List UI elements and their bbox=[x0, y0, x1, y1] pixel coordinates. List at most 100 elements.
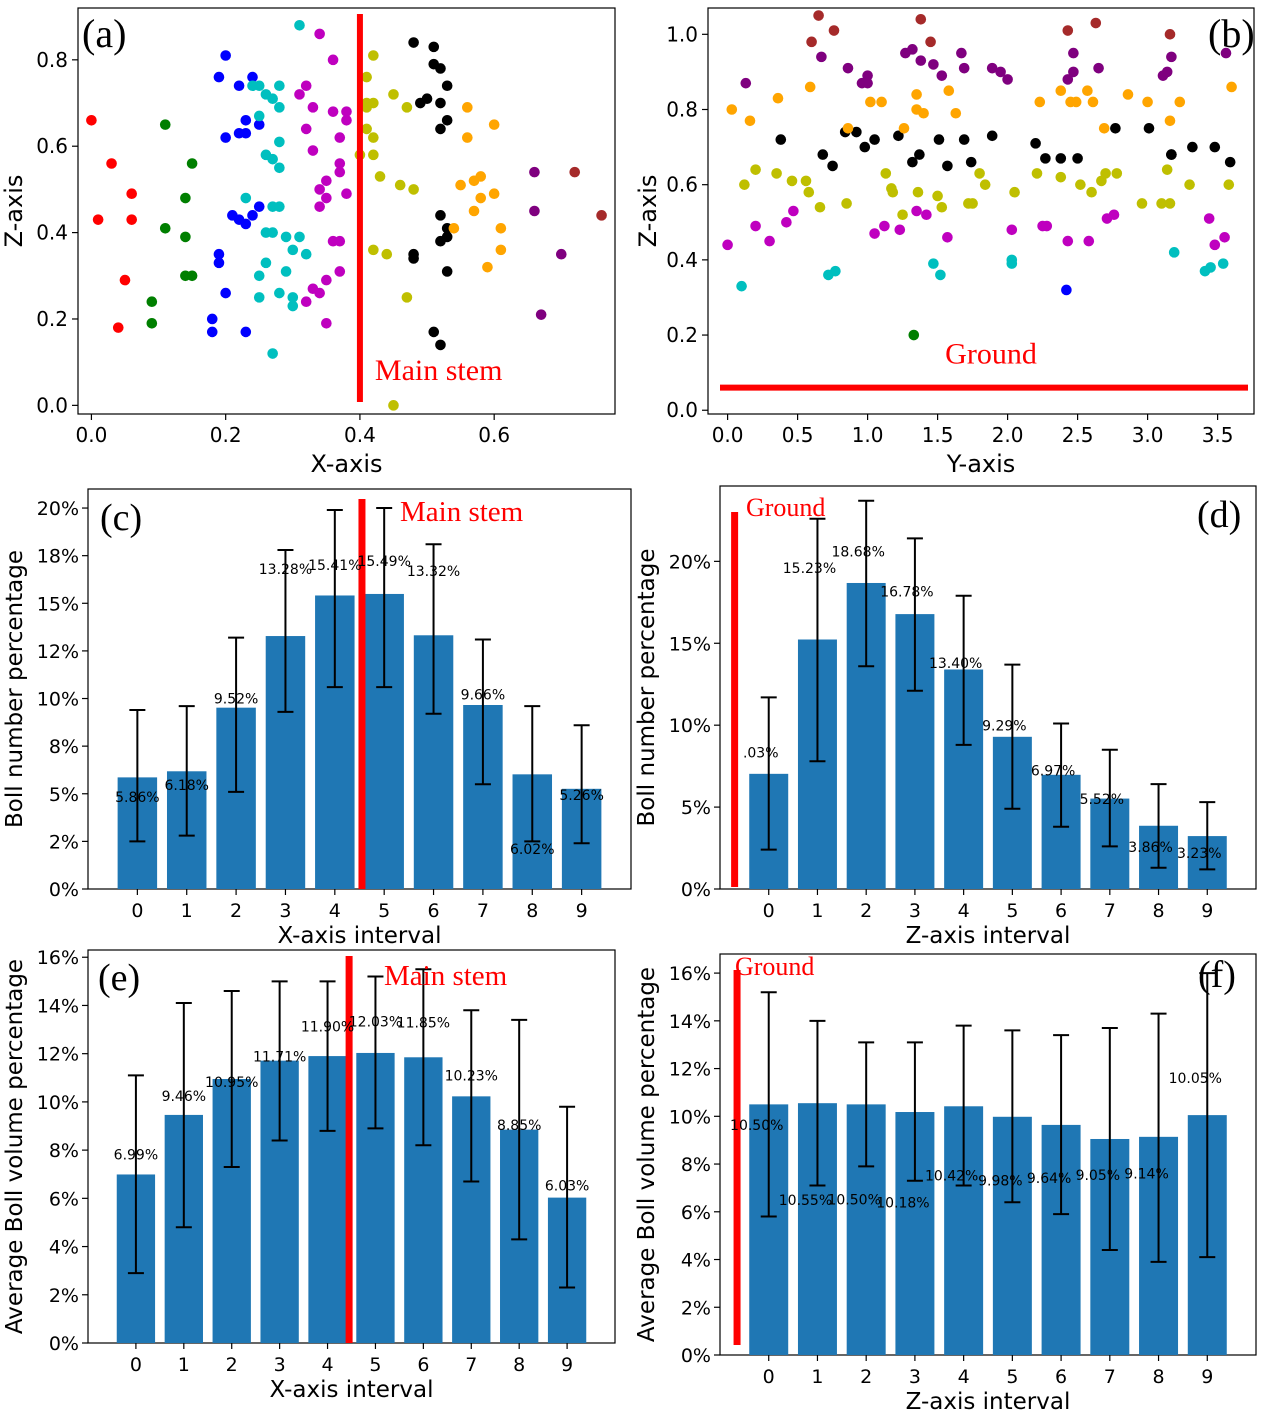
x-tick-label-c: 4 bbox=[329, 900, 341, 922]
scatter-point-green bbox=[186, 158, 198, 169]
scatter-point-cyan bbox=[274, 287, 285, 299]
y-tick-label-c: 0% bbox=[49, 879, 79, 901]
plot-frame-a bbox=[77, 7, 616, 415]
y-tick-label-c: 12% bbox=[37, 641, 79, 663]
scatter-point-black bbox=[408, 253, 419, 264]
data-label-c: 5.26% bbox=[559, 788, 603, 804]
panel-e-bar-boll-volume-x: 0% 2% 4% 6% 8% 10% 12% 14% 16% 0 1 2 3 4 5 6 7 8 9 6.99% 9.4… bbox=[2, 947, 616, 1403]
scatter-point-black bbox=[1030, 138, 1041, 149]
scatter-point-olive bbox=[912, 186, 924, 198]
y-tick-label-e: 8% bbox=[49, 1140, 79, 1162]
x-tick-label-e: 4 bbox=[321, 1354, 333, 1376]
scatter-point-purple bbox=[915, 55, 927, 66]
scatter-point-black bbox=[1110, 122, 1121, 134]
scatter-point-magenta bbox=[334, 158, 346, 169]
data-label-e: 11.85% bbox=[397, 1015, 450, 1031]
y-tick-label-f: 2% bbox=[681, 1297, 711, 1319]
plot-frame-d bbox=[719, 485, 1257, 890]
scatter-point-olive bbox=[374, 171, 386, 182]
data-label-e: 9.46% bbox=[162, 1089, 206, 1105]
scatter-point-olive bbox=[368, 149, 379, 161]
x-axis-label-e: X-axis interval bbox=[270, 1377, 434, 1403]
scatter-point-magenta bbox=[781, 216, 792, 228]
scatter-point-blue bbox=[213, 248, 225, 260]
x-tick-label-c: 3 bbox=[279, 900, 291, 922]
scatter-point-magenta bbox=[314, 201, 325, 212]
scatter-point-cyan bbox=[928, 258, 939, 269]
scatter-point-olive bbox=[1161, 164, 1173, 175]
scatter-point-orange bbox=[462, 132, 473, 143]
scatter-point-red bbox=[112, 322, 124, 333]
scatter-point-cyan bbox=[274, 80, 285, 92]
scatter-point-green bbox=[908, 329, 920, 341]
scatter-point-magenta bbox=[750, 220, 761, 232]
scatter-point-magenta bbox=[307, 102, 319, 113]
scatter-point-black bbox=[859, 141, 871, 153]
x-tick-label-f: 7 bbox=[1104, 1366, 1116, 1388]
scatter-point-purple bbox=[986, 62, 998, 74]
data-label-d: 9.29% bbox=[982, 719, 1026, 735]
data-label-c: 6.02% bbox=[510, 842, 554, 858]
scatter-point-black bbox=[827, 160, 838, 172]
x-tick-label-f: 3 bbox=[909, 1366, 921, 1388]
x-tick-label-d: 4 bbox=[958, 900, 970, 922]
scatter-point-blue bbox=[240, 114, 252, 126]
scatter-point-black bbox=[1166, 149, 1177, 160]
scatter-point-black bbox=[435, 63, 446, 74]
x-tick-label-c: 9 bbox=[576, 900, 588, 922]
scatter-point-purple bbox=[535, 309, 547, 320]
y-tick-label-c: 5% bbox=[49, 784, 79, 806]
scatter-point-magenta bbox=[294, 89, 305, 100]
scatter-point-cyan bbox=[240, 192, 252, 204]
scatter-point-olive bbox=[361, 123, 372, 135]
scatter-point-black bbox=[1209, 141, 1221, 153]
data-label-d: 3.86% bbox=[1128, 840, 1172, 856]
scatter-point-olive bbox=[361, 71, 372, 83]
scatter-point-olive bbox=[1164, 198, 1176, 209]
panel-label-c: (c) bbox=[100, 497, 142, 539]
scatter-point-orange bbox=[865, 96, 876, 108]
scatter-point-purple bbox=[1166, 51, 1177, 63]
scatter-point-cyan bbox=[287, 300, 299, 312]
x-tick-label-e: 5 bbox=[369, 1354, 381, 1376]
scatter-point-olive bbox=[1156, 198, 1167, 209]
scatter-point-purple bbox=[556, 248, 567, 260]
scatter-point-blue bbox=[233, 80, 245, 92]
data-label-f: 10.50% bbox=[730, 1118, 783, 1134]
data-label-d: 6.97% bbox=[1031, 764, 1075, 780]
main-stem-label-c: Main stem bbox=[400, 496, 524, 528]
x-tick-label-c: 2 bbox=[230, 900, 242, 922]
x-tick-label-e: 8 bbox=[513, 1354, 525, 1376]
x-tick-label-f: 4 bbox=[958, 1366, 970, 1388]
scatter-point-magenta bbox=[341, 106, 352, 117]
scatter-point-cyan bbox=[935, 269, 946, 281]
scatter-point-orange bbox=[488, 119, 500, 130]
scatter-point-olive bbox=[381, 248, 393, 260]
scatter-point-cyan bbox=[274, 201, 285, 212]
scatter-point-blue bbox=[220, 287, 231, 299]
scatter-point-purple bbox=[1220, 47, 1232, 59]
scatter-point-orange bbox=[1055, 85, 1067, 97]
scatter-point-black bbox=[428, 41, 440, 53]
scatter-point-orange bbox=[462, 102, 473, 113]
scatter-point-orange bbox=[898, 122, 910, 134]
data-label-c: 13.32% bbox=[407, 564, 460, 580]
scatter-point-brown bbox=[915, 13, 927, 25]
scatter-point-magenta bbox=[1219, 232, 1230, 243]
y-tick-label-e: 4% bbox=[49, 1237, 79, 1259]
x-tick-label-e: 3 bbox=[274, 1354, 286, 1376]
y-tick-label-a: 0.8 bbox=[36, 48, 68, 72]
scatter-point-blue bbox=[240, 326, 252, 338]
x-tick-label-b: 2.5 bbox=[1062, 423, 1094, 447]
panel-f-bar-boll-volume-z: 0%2%4%6%8%10%12%14%16%0 1 2 3 4 5 6 7 8 910.50%10… bbox=[634, 952, 1257, 1415]
y-tick-label-a: 0.4 bbox=[36, 221, 68, 245]
x-axis-label-c: X-axis interval bbox=[278, 923, 442, 949]
y-tick-label-b: 0.4 bbox=[666, 248, 698, 272]
scatter-point-purple bbox=[529, 166, 540, 178]
scatter-point-black bbox=[441, 80, 453, 92]
panel-label-b: (b) bbox=[1208, 11, 1255, 56]
scatter-point-black bbox=[1187, 141, 1198, 153]
x-tick-label-b: 3.5 bbox=[1202, 423, 1234, 447]
scatter-point-blue bbox=[253, 119, 265, 130]
scatter-point-olive bbox=[739, 179, 750, 190]
